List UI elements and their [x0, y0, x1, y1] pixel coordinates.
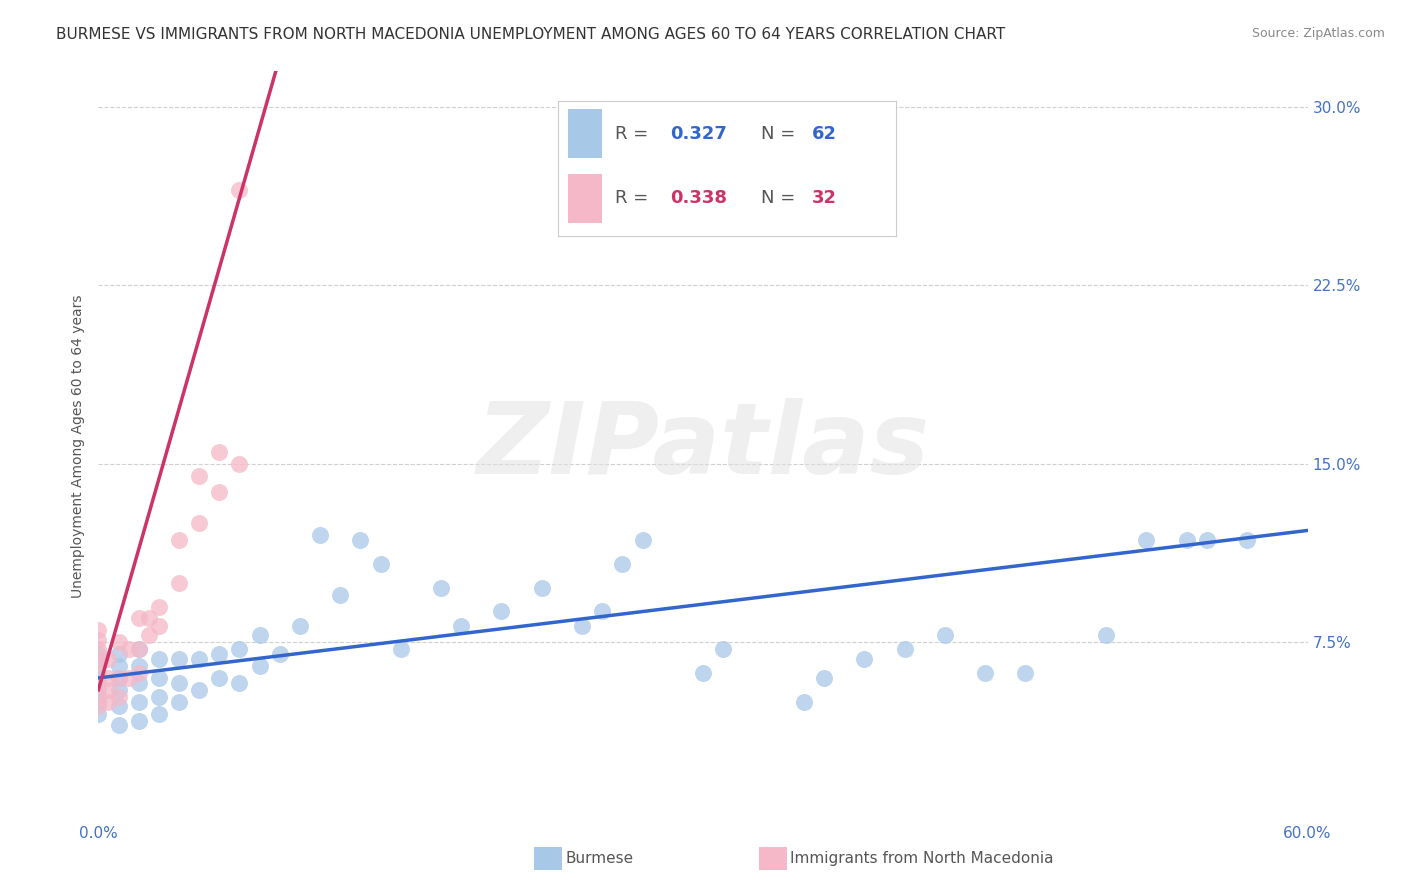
Point [87, 647, 110, 661]
Point [249, 659, 271, 673]
Point [450, 618, 472, 632]
Point [107, 682, 129, 697]
Point [893, 642, 915, 657]
Point [128, 642, 150, 657]
Point [692, 666, 714, 681]
Point [1195, 533, 1218, 547]
Point [793, 695, 815, 709]
Point [97, 671, 120, 685]
Point [87, 642, 110, 657]
Point [97, 652, 120, 666]
Point [118, 671, 141, 685]
Point [167, 575, 190, 590]
Point [1236, 533, 1258, 547]
Point [1135, 533, 1157, 547]
Point [974, 666, 997, 681]
Point [107, 718, 129, 732]
Point [571, 618, 593, 632]
Point [87, 652, 110, 666]
Point [612, 557, 634, 571]
Point [87, 671, 110, 685]
Point [208, 671, 231, 685]
Point [309, 528, 332, 542]
Point [349, 533, 371, 547]
Point [87, 690, 110, 704]
Point [208, 647, 231, 661]
Point [288, 618, 311, 632]
Point [188, 682, 211, 697]
Point [491, 604, 513, 618]
Point [188, 468, 211, 483]
Point [148, 599, 170, 614]
Text: ZIPatlas: ZIPatlas [477, 398, 929, 494]
Point [711, 642, 734, 657]
Point [631, 533, 654, 547]
Text: Immigrants from North Macedonia: Immigrants from North Macedonia [790, 852, 1053, 866]
Point [128, 642, 150, 657]
Point [128, 714, 150, 728]
Point [249, 628, 271, 642]
Point [107, 690, 129, 704]
Point [228, 675, 250, 690]
Point [128, 659, 150, 673]
Text: BURMESE VS IMMIGRANTS FROM NORTH MACEDONIA UNEMPLOYMENT AMONG AGES 60 TO 64 YEAR: BURMESE VS IMMIGRANTS FROM NORTH MACEDON… [56, 27, 1005, 42]
Point [138, 628, 160, 642]
Point [430, 581, 453, 595]
Point [87, 624, 110, 638]
Point [591, 604, 613, 618]
Point [118, 642, 141, 657]
Point [148, 690, 170, 704]
Point [107, 647, 129, 661]
Point [128, 666, 150, 681]
Point [107, 699, 129, 714]
Point [107, 671, 129, 685]
Point [107, 635, 129, 649]
Point [188, 516, 211, 531]
Point [167, 695, 190, 709]
Text: Source: ZipAtlas.com: Source: ZipAtlas.com [1251, 27, 1385, 40]
Point [87, 682, 110, 697]
Point [148, 618, 170, 632]
Point [87, 695, 110, 709]
Y-axis label: Unemployment Among Ages 60 to 64 years: Unemployment Among Ages 60 to 64 years [70, 294, 84, 598]
Point [370, 557, 392, 571]
Point [228, 183, 250, 197]
Point [853, 652, 876, 666]
Point [87, 706, 110, 721]
Point [530, 581, 553, 595]
Point [87, 632, 110, 647]
Point [128, 611, 150, 625]
Point [208, 445, 231, 459]
Point [934, 628, 956, 642]
Point [228, 457, 250, 471]
Point [107, 659, 129, 673]
Point [128, 675, 150, 690]
Point [269, 647, 291, 661]
Point [128, 695, 150, 709]
Point [167, 675, 190, 690]
Point [167, 533, 190, 547]
Point [228, 642, 250, 657]
Point [87, 675, 110, 690]
Point [167, 652, 190, 666]
Point [813, 671, 835, 685]
Point [208, 485, 231, 500]
Point [138, 611, 160, 625]
Point [1095, 628, 1118, 642]
Point [97, 682, 120, 697]
Point [1014, 666, 1036, 681]
Point [87, 659, 110, 673]
Point [97, 695, 120, 709]
Point [107, 671, 129, 685]
Text: Burmese: Burmese [565, 852, 633, 866]
Point [1175, 533, 1198, 547]
Point [148, 671, 170, 685]
Point [329, 588, 352, 602]
Point [148, 652, 170, 666]
Point [87, 699, 110, 714]
Point [148, 706, 170, 721]
Point [87, 666, 110, 681]
Point [188, 652, 211, 666]
Point [389, 642, 412, 657]
